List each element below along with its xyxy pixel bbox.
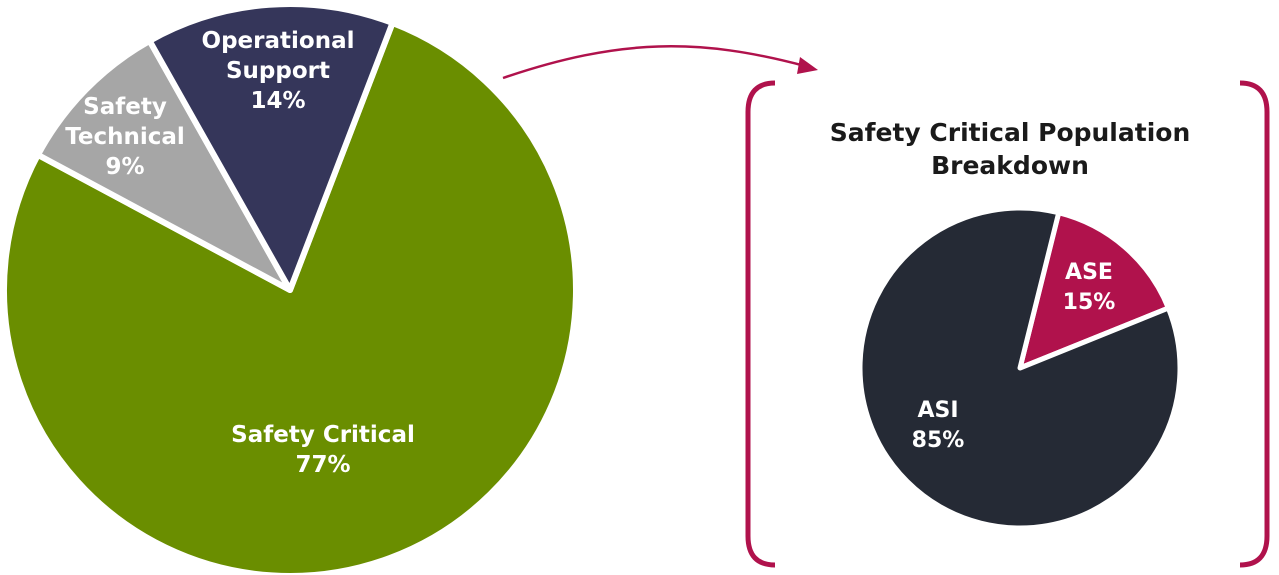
slice-name-label: Operational [202,28,355,54]
slice-name-label: Safety [83,94,167,120]
main-pie-chart [1,1,579,575]
connector-arrow [502,45,806,80]
slice-value-label: 85% [912,428,965,453]
pie-slice-operational-support [146,1,396,293]
main-pie-labels: Safety Critical 77% Safety Technical 9% Opera… [65,28,415,478]
slice-label-ase: ASE 15% [1063,260,1116,315]
slice-value-label: 15% [1063,290,1116,315]
connector-arrow-head-icon [797,57,818,74]
breakdown-title-line: Safety Critical Population [830,118,1191,147]
slice-label-asi: ASI 85% [912,398,965,453]
left-bracket [745,80,776,568]
breakdown-title-line: Breakdown [931,151,1089,180]
slice-name-label: Technical [65,124,185,150]
pie-slice-asi [857,205,1183,531]
breakdown-pie-labels: ASE 15% ASI 85% [912,260,1116,453]
slice-name-label: Support [226,58,330,84]
slice-value-label: 77% [295,452,350,478]
right-bracket [1239,80,1270,568]
slice-value-label: 14% [250,88,305,114]
breakdown-title: Safety Critical Population Breakdown [830,118,1191,180]
slice-label-operational-support: Operational Support 14% [202,28,355,114]
slice-name-label: Safety Critical [231,422,415,448]
breakdown-pie-chart [857,205,1183,531]
pie-slice-ase [1017,210,1171,371]
slice-label-safety-technical: Safety Technical 9% [65,94,185,180]
slice-name-label: ASE [1065,260,1113,285]
slice-name-label: ASI [917,398,958,423]
pie-slice-safety-critical [1,19,579,575]
pie-slice-safety-technical [34,37,293,293]
slice-value-label: 9% [105,154,144,180]
slice-label-safety-critical: Safety Critical 77% [231,422,415,478]
